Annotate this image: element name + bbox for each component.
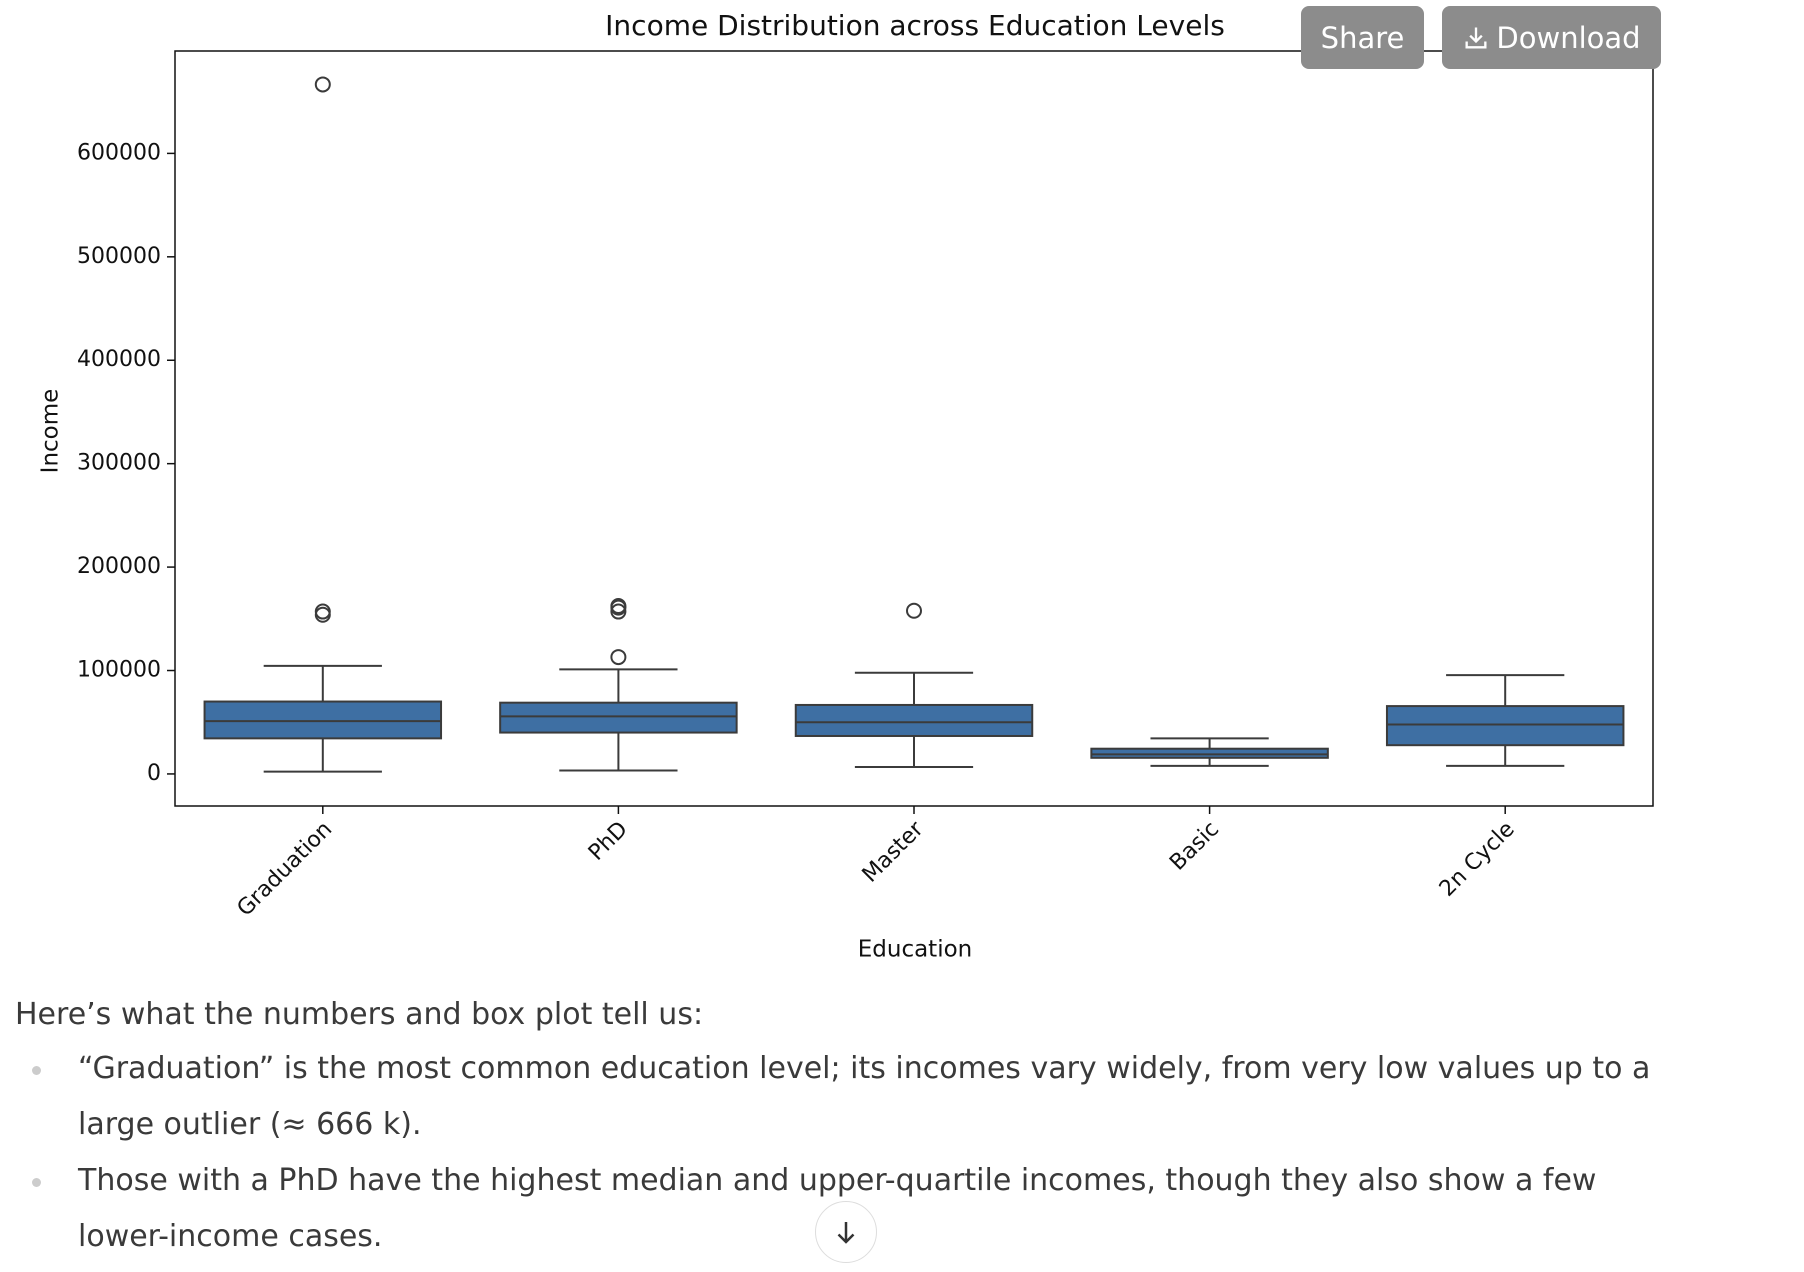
chart: Income Distribution across Education Lev… — [38, 9, 1654, 963]
chart-title: Income Distribution across Education Lev… — [605, 9, 1225, 42]
download-icon — [1465, 27, 1487, 48]
x-tick-label: Basic — [1165, 817, 1224, 876]
x-tick-label: Graduation — [233, 817, 338, 922]
y-tick-label: 400000 — [77, 347, 161, 372]
outlier — [314, 603, 331, 620]
bullet: “Graduation” is the most common educatio… — [0, 1041, 1680, 1153]
x-tick-label: 2n Cycle — [1435, 817, 1520, 902]
box — [499, 701, 738, 734]
y-axis-label: Income — [38, 389, 64, 474]
intro-text: Here’s what the numbers and box plot tel… — [15, 997, 704, 1032]
y-tick-label: 500000 — [77, 244, 161, 269]
box — [1385, 705, 1625, 747]
box — [794, 703, 1034, 737]
x-axis-label: Education — [858, 937, 973, 963]
box — [203, 700, 443, 740]
x-tick-label: PhD — [584, 817, 633, 866]
box — [1090, 747, 1329, 759]
outlier — [314, 606, 331, 623]
outlier — [314, 76, 331, 93]
y-tick-label: 200000 — [77, 554, 161, 579]
y-tick-label: 300000 — [77, 451, 161, 476]
outlier — [610, 649, 627, 666]
x-tick-label: Master — [858, 816, 929, 887]
y-tick-label: 100000 — [77, 658, 161, 683]
arrow-down-icon — [837, 1222, 855, 1244]
download-label: Download — [1496, 20, 1641, 55]
scroll-down-button[interactable] — [815, 1201, 877, 1263]
download-button[interactable]: Download — [1442, 6, 1661, 69]
bullet-list: “Graduation” is the most common educatio… — [0, 1041, 1680, 1265]
outlier — [906, 602, 922, 619]
outlier — [610, 597, 627, 614]
bullet: Those with a PhD have the highest median… — [0, 1153, 1680, 1265]
y-tick-label: 0 — [147, 761, 161, 786]
share-button[interactable]: Share — [1301, 6, 1424, 69]
outlier — [610, 603, 627, 620]
y-tick-label: 600000 — [77, 140, 161, 165]
